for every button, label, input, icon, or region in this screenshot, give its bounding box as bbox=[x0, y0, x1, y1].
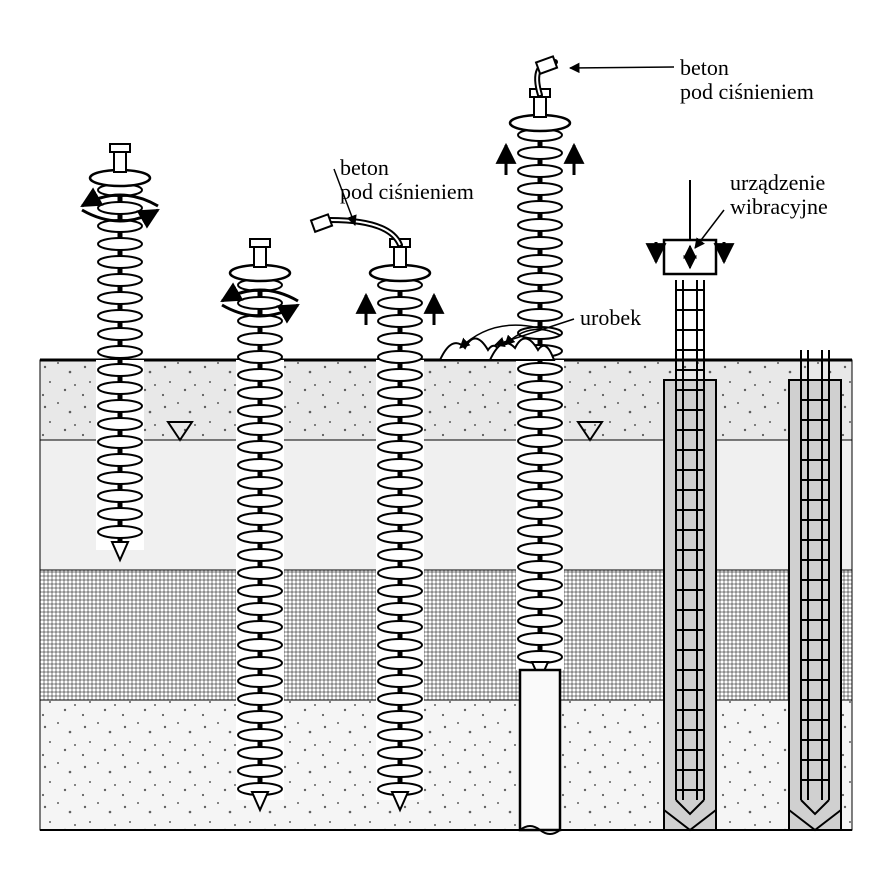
label-text: urobek bbox=[580, 305, 641, 330]
soil-layers bbox=[40, 360, 852, 830]
nozzle-icon bbox=[536, 56, 557, 73]
label-text: wibracyjne bbox=[730, 194, 828, 219]
concrete-pile bbox=[664, 380, 716, 830]
label-text: urządzenie bbox=[730, 170, 825, 195]
soil-hatch bbox=[40, 570, 852, 700]
label-text: beton bbox=[680, 55, 729, 80]
soil-speckle bbox=[40, 700, 852, 830]
nozzle-icon bbox=[311, 214, 332, 231]
spoil-pile-icon bbox=[490, 338, 554, 360]
leader-line bbox=[570, 67, 674, 68]
label-beton1: betonpod ciśnieniem bbox=[334, 155, 474, 225]
label-beton2: betonpod ciśnieniem bbox=[570, 55, 814, 104]
label-text: beton bbox=[340, 155, 389, 180]
concrete-pile bbox=[789, 380, 841, 830]
label-wibr: urządzeniewibracyjne bbox=[695, 170, 828, 248]
label-text: pod ciśnieniem bbox=[340, 179, 474, 204]
soil-speckle bbox=[40, 360, 852, 440]
diagram-root: betonpod ciśnieniembetonpod ciśnieniemur… bbox=[0, 0, 892, 876]
soil-layer bbox=[40, 440, 852, 570]
label-text: pod ciśnieniem bbox=[680, 79, 814, 104]
concrete-column bbox=[520, 670, 560, 830]
